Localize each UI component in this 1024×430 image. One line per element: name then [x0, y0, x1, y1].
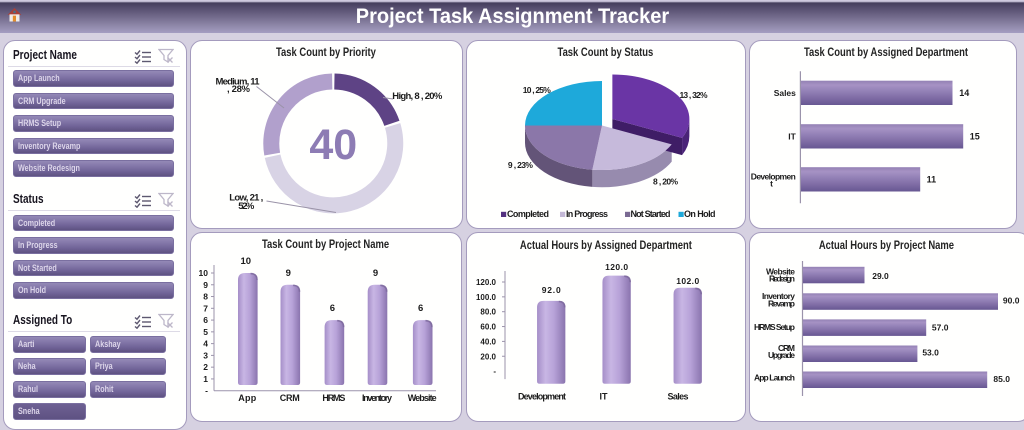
- svg-text:102.0: 102.0: [676, 276, 699, 286]
- svg-text:Sales: Sales: [668, 392, 689, 402]
- svg-text:Completed: Completed: [507, 208, 549, 218]
- svg-text:HRMS Setup: HRMS Setup: [754, 322, 795, 332]
- svg-text:40: 40: [309, 121, 357, 169]
- svg-text:Redesign: Redesign: [769, 274, 795, 284]
- svg-text:14: 14: [959, 88, 969, 98]
- svg-text:Low, 21 ,: Low, 21 ,: [229, 192, 263, 203]
- svg-text:10: 10: [199, 268, 209, 278]
- svg-text:9: 9: [286, 268, 291, 279]
- svg-text:92.0: 92.0: [542, 285, 561, 295]
- svg-text:On Hold: On Hold: [684, 208, 716, 218]
- svg-text:7: 7: [203, 303, 208, 313]
- svg-text:15: 15: [970, 131, 980, 141]
- svg-text:CRM: CRM: [778, 343, 795, 353]
- svg-text:57.0: 57.0: [932, 323, 949, 333]
- svg-text:Sales: Sales: [774, 88, 796, 98]
- svg-text:Inventory: Inventory: [762, 291, 795, 301]
- svg-text:Developmen: Developmen: [751, 171, 796, 181]
- svg-text:85.0: 85.0: [993, 374, 1010, 384]
- svg-text:9: 9: [203, 280, 208, 290]
- svg-text:20.0: 20.0: [480, 352, 496, 361]
- svg-text:Revamp: Revamp: [768, 299, 795, 309]
- svg-text:HRMS: HRMS: [322, 393, 345, 403]
- svg-text:8: 8: [203, 292, 208, 302]
- svg-text:Website: Website: [408, 393, 437, 403]
- svg-text:IT: IT: [788, 131, 796, 141]
- svg-text:t: t: [770, 178, 773, 188]
- svg-text:13 , 32%: 13 , 32%: [680, 90, 708, 100]
- svg-text:High, 8 , 20%: High, 8 , 20%: [392, 91, 443, 102]
- svg-text:52%: 52%: [238, 201, 255, 212]
- svg-text:90.0: 90.0: [1003, 296, 1020, 306]
- svg-text:29.0: 29.0: [872, 271, 889, 281]
- svg-text:11: 11: [927, 174, 937, 184]
- svg-text:5: 5: [203, 327, 208, 337]
- svg-text:-: -: [493, 367, 496, 376]
- svg-text:9: 9: [373, 268, 378, 279]
- svg-text:3: 3: [203, 350, 208, 360]
- svg-text:App Launch: App Launch: [754, 373, 795, 383]
- svg-text:Medium, 11: Medium, 11: [215, 76, 260, 87]
- svg-text:1: 1: [203, 374, 208, 384]
- svg-text:Upgrade: Upgrade: [768, 350, 795, 360]
- svg-text:120.0: 120.0: [476, 278, 497, 287]
- svg-text:9 , 23%: 9 , 23%: [508, 160, 533, 170]
- svg-text:4: 4: [203, 339, 208, 349]
- svg-text:100.0: 100.0: [476, 293, 497, 302]
- svg-text:IT: IT: [600, 392, 609, 402]
- svg-text:2: 2: [203, 362, 208, 372]
- svg-text:Not Started: Not Started: [631, 208, 671, 218]
- svg-text:In Progress: In Progress: [566, 208, 608, 218]
- svg-text:60.0: 60.0: [480, 323, 496, 332]
- svg-text:10: 10: [241, 256, 252, 267]
- svg-text:40.0: 40.0: [480, 337, 496, 346]
- svg-text:App: App: [238, 393, 257, 403]
- svg-text:-: -: [205, 386, 208, 396]
- svg-text:10 , 25%: 10 , 25%: [523, 85, 551, 95]
- svg-text:53.0: 53.0: [922, 348, 939, 358]
- svg-text:6: 6: [330, 303, 335, 314]
- svg-text:, 28%: , 28%: [227, 83, 251, 94]
- svg-text:6: 6: [418, 303, 423, 314]
- svg-text:Development: Development: [518, 392, 566, 402]
- svg-text:6: 6: [203, 315, 208, 325]
- svg-text:120.0: 120.0: [605, 262, 628, 272]
- svg-text:CRM: CRM: [280, 393, 300, 403]
- svg-text:Website: Website: [766, 267, 795, 277]
- svg-text:8 , 20%: 8 , 20%: [653, 176, 678, 186]
- svg-text:80.0: 80.0: [480, 308, 496, 317]
- svg-text:Inventory: Inventory: [362, 393, 392, 403]
